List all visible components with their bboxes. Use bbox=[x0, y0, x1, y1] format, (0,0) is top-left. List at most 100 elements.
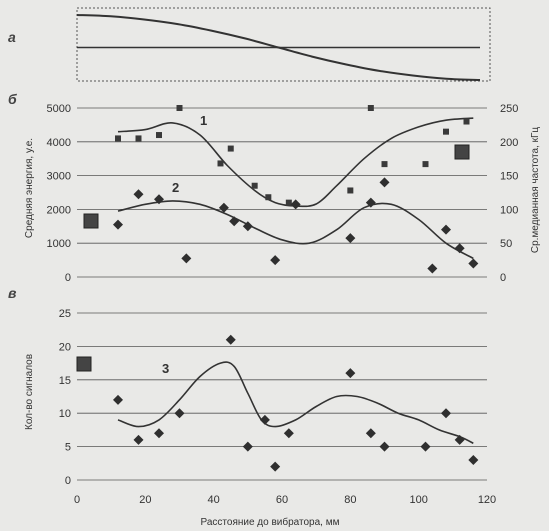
panel-b-left-tick-label: 0 bbox=[65, 272, 71, 284]
panel-a-frame bbox=[76, 7, 491, 82]
panel-a-series bbox=[76, 14, 481, 81]
panel-c-diamond-point bbox=[259, 414, 270, 425]
panel-b-right-tick-label: 200 bbox=[500, 137, 518, 149]
panel-b-square-point bbox=[285, 199, 292, 206]
panel-c-y-tick-label: 0 bbox=[65, 475, 71, 487]
panel-c-y-tick-label: 15 bbox=[59, 375, 71, 387]
panel-c-letter: в bbox=[8, 285, 17, 301]
panel-c-diamond-point bbox=[242, 441, 253, 452]
panel-c-diamond-point bbox=[379, 441, 390, 452]
curve-label-3: 3 bbox=[162, 361, 169, 376]
panel-b-right-tick-label: 50 bbox=[500, 238, 512, 250]
curve-label-1: 1 bbox=[200, 113, 207, 128]
panel-b-diamond-point bbox=[427, 263, 438, 274]
panel-b-diamond-point bbox=[270, 255, 281, 266]
panel-b-diamond-point bbox=[181, 253, 192, 264]
panel-b-series bbox=[113, 105, 479, 274]
panel-c-x-axis-title: Расстояние до вибратора, мм bbox=[201, 516, 340, 528]
panel-b-diamond-point bbox=[113, 219, 123, 230]
panel-c-series bbox=[113, 334, 479, 472]
panel-b-diamond-point bbox=[379, 177, 390, 188]
panel-b-square-point bbox=[367, 105, 374, 111]
panel-c-diamond-point bbox=[113, 394, 123, 405]
panel-b-square-point bbox=[135, 135, 142, 142]
panel-a-letter: а bbox=[8, 29, 16, 45]
panel-b-right-tick-label: 150 bbox=[500, 171, 518, 183]
panel-b-diamond-point bbox=[229, 216, 240, 227]
panel-b-diamond-point bbox=[468, 258, 479, 269]
panel-c-x-ticks: 0 20 40 60 80 100 120 bbox=[74, 494, 496, 506]
panel-b-diamond-point bbox=[454, 243, 465, 254]
panel-c-x-tick-label: 20 bbox=[139, 494, 151, 506]
panel-b-diamond-point bbox=[154, 194, 164, 205]
panel-c-y-tick-label: 5 bbox=[65, 442, 71, 454]
curve-label-2: 2 bbox=[172, 180, 179, 195]
panel-b-square-legend-marker bbox=[454, 144, 470, 160]
panel-c-x-tick-label: 80 bbox=[344, 494, 356, 506]
panel-c-y-axis-title: Кол-во сигналов bbox=[24, 354, 35, 430]
panel-c-diamond-point bbox=[345, 368, 356, 379]
panel-b-letter: б bbox=[8, 91, 17, 107]
panel-b-diamond-point bbox=[133, 189, 144, 200]
panel-b-square-point bbox=[463, 118, 470, 125]
panel-c-diamond-point bbox=[225, 334, 236, 345]
panel-b-left-tick-label: 2000 bbox=[47, 204, 71, 216]
panel-b-square-point bbox=[176, 105, 183, 111]
panel-c-x-tick-label: 60 bbox=[276, 494, 288, 506]
panel-b-square-point bbox=[227, 145, 234, 152]
panel-c-gridlines bbox=[77, 312, 487, 481]
panel-b-diamond-point bbox=[290, 199, 301, 210]
panel-c-diamond-point bbox=[270, 461, 281, 472]
panel-b-diamond-point bbox=[365, 197, 376, 208]
panel-c-diamond-point bbox=[365, 428, 376, 439]
panel-c-diamond-point bbox=[283, 428, 294, 439]
panel-b-right-axis-title: Ср.медианная частота, кГц bbox=[530, 127, 541, 254]
panel-b-left-axis-title: Средняя энергия, у.е. bbox=[24, 138, 35, 238]
panel-b-square-point bbox=[443, 128, 449, 135]
panel-b-diamond-point bbox=[345, 233, 356, 244]
panel-c-y-ticks: 0 5 10 15 20 25 bbox=[59, 308, 71, 487]
panel-b-square-point bbox=[217, 160, 224, 167]
panel-b-right-tick-label: 250 bbox=[500, 103, 518, 115]
panel-c-diamond-point bbox=[420, 441, 431, 452]
panel-b-right-ticks: 0 50 100 150 200 250 bbox=[500, 103, 518, 284]
panel-c-diamond-point bbox=[174, 408, 185, 419]
panel-b-square-point bbox=[381, 161, 388, 168]
panel-b-square-point bbox=[422, 161, 429, 168]
panel-c-y-tick-label: 10 bbox=[59, 408, 71, 420]
panel-c-trend-curve-3 bbox=[117, 361, 474, 445]
panel-c-y-tick-label: 20 bbox=[59, 341, 71, 353]
panel-c-x-tick-label: 40 bbox=[208, 494, 220, 506]
panel-b-right-tick-label: 100 bbox=[500, 204, 518, 216]
panel-b-left-tick-label: 1000 bbox=[47, 238, 71, 250]
panel-a: а bbox=[8, 7, 491, 82]
panel-c-x-tick-label: 0 bbox=[74, 494, 80, 506]
panel-c-x-tick-label: 100 bbox=[409, 494, 427, 506]
panel-b-trend-curve-2 bbox=[117, 200, 474, 260]
panel-c-legend-marker bbox=[76, 356, 92, 372]
panel-b-diamond-point bbox=[441, 224, 451, 235]
panel-c-diamond-point bbox=[441, 408, 451, 419]
panel-c: в 0 5 10 15 20 25 0 20 40 60 80 100 120 Кол-во сигн… bbox=[8, 285, 496, 528]
panel-c-diamond-point bbox=[154, 428, 164, 439]
panel-b-diamond-point bbox=[242, 221, 253, 232]
panel-b-left-tick-label: 5000 bbox=[47, 103, 71, 115]
panel-b-left-ticks: 0 1000 2000 3000 4000 5000 bbox=[47, 103, 71, 284]
panel-b-square-point bbox=[265, 194, 272, 201]
panel-b-square-point bbox=[251, 182, 258, 189]
panel-b-diamond-point bbox=[218, 202, 229, 213]
panel-b-left-legend-marker bbox=[83, 213, 99, 229]
panel-c-y-tick-label: 25 bbox=[59, 308, 71, 320]
panel-b-left-tick-label: 4000 bbox=[47, 137, 71, 149]
panel-b-gridlines bbox=[77, 107, 487, 278]
panel-c-x-tick-label: 120 bbox=[478, 494, 496, 506]
panel-b-left-tick-label: 3000 bbox=[47, 171, 71, 183]
panel-c-diamond-point bbox=[454, 434, 465, 445]
panel-b-square-point bbox=[115, 135, 121, 142]
panel-b-square-point bbox=[347, 187, 354, 194]
panel-c-diamond-point bbox=[468, 454, 479, 465]
panel-c-diamond-point bbox=[133, 434, 144, 445]
panel-b-square-point bbox=[156, 132, 162, 139]
